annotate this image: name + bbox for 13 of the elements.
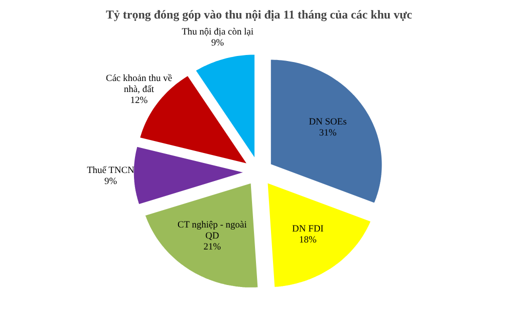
slice-label: DN FDI bbox=[292, 224, 324, 235]
slice-label: Thuế TNCN bbox=[86, 166, 135, 176]
data-label: 31% bbox=[319, 128, 337, 138]
data-label: 12% bbox=[130, 96, 148, 106]
slice-label: DN SOEs bbox=[308, 117, 347, 128]
slice-label: Thu nội địa còn lại bbox=[182, 27, 254, 38]
slice-label: Các khoản thu về nhà, đất bbox=[106, 74, 172, 95]
data-label: 21% bbox=[204, 242, 222, 253]
data-label: 9% bbox=[211, 38, 224, 48]
chart-title: Tỷ trọng đóng góp vào thu nội địa 11 tháng của các khu vực bbox=[106, 8, 413, 22]
data-label: 18% bbox=[299, 236, 317, 246]
slice-label: CT nghiệp - ngoài QD bbox=[178, 220, 248, 242]
data-label: 9% bbox=[104, 176, 118, 187]
